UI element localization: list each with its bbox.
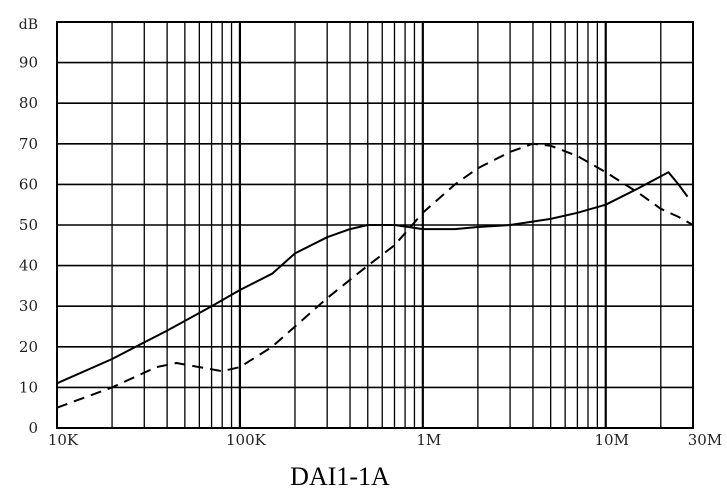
y-tick-label: 60 [19,175,38,193]
series-layer [56,142,694,409]
x-tick-labels: 10K 100K 1M 10M 30M [48,431,722,449]
y-tick-label: 30 [19,297,38,315]
y-tick-label: 50 [19,216,38,234]
y-tick-labels: 0 10 20 30 40 50 60 70 80 90 [19,54,38,437]
y-tick-label: 40 [19,257,38,275]
series-line-solid [56,171,689,385]
series-line-dashed [56,142,694,409]
y-tick-label: 20 [19,338,38,356]
y-tick-label: 0 [28,419,38,437]
y-tick-label: 90 [19,54,38,72]
y-tick-label: 10 [19,378,38,396]
y-tick-label: 80 [19,94,38,112]
x-tick-label: 1M [416,431,441,449]
y-tick-label: 70 [19,135,38,153]
x-tick-label: 30M [688,431,722,449]
y-unit-label: dB [19,17,38,33]
x-tick-label: 10K [48,431,79,449]
x-tick-label: 100K [226,431,267,449]
chart-caption: DAI1-1A [290,462,390,491]
x-tick-label: 10M [595,431,629,449]
